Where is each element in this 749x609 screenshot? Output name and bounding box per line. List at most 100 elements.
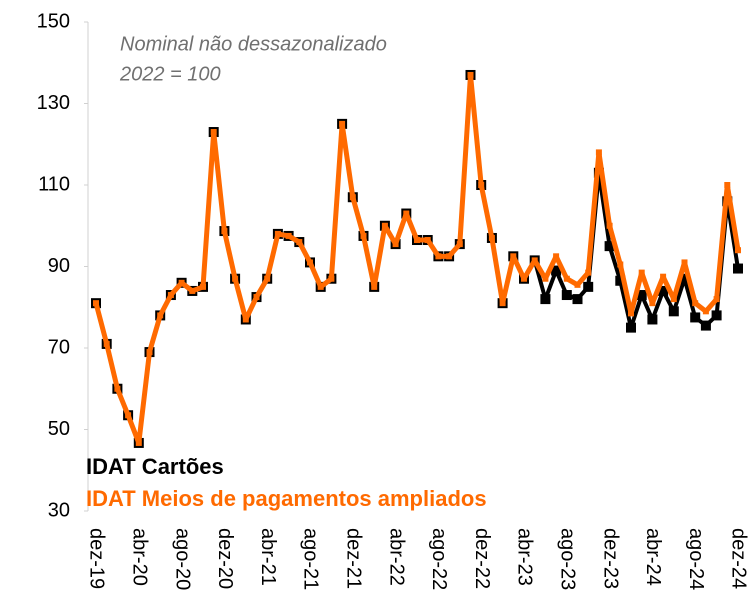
y-tick-label: 70: [48, 336, 70, 358]
point-marker: [274, 230, 281, 237]
point-marker: [189, 287, 196, 294]
point-marker: [668, 306, 679, 317]
point-marker: [146, 349, 153, 356]
point-marker: [210, 129, 217, 136]
point-marker: [435, 253, 442, 260]
legend-label: IDAT Cartões: [86, 454, 224, 479]
point-marker: [670, 296, 677, 303]
point-marker: [583, 281, 594, 292]
point-marker: [551, 265, 562, 276]
point-marker: [424, 237, 431, 244]
point-marker: [553, 253, 560, 260]
point-marker: [690, 312, 701, 323]
point-marker: [285, 232, 292, 239]
point-marker: [681, 259, 688, 266]
point-marker: [125, 412, 132, 419]
point-marker: [658, 285, 669, 296]
y-tick-label: 50: [48, 418, 70, 440]
x-tick-label: dez-20: [214, 528, 236, 589]
annotation: 2022 = 100: [119, 63, 221, 85]
point-marker: [349, 194, 356, 201]
x-tick-label: ago-21: [300, 528, 322, 590]
point-marker: [488, 234, 495, 241]
point-marker: [561, 290, 572, 301]
x-tick-label: abr-24: [642, 528, 664, 586]
y-tick-label: 130: [37, 92, 70, 114]
point-marker: [626, 322, 636, 333]
point-marker: [360, 232, 367, 239]
point-marker: [521, 275, 527, 282]
point-marker: [296, 239, 303, 246]
point-marker: [317, 283, 324, 290]
point-marker: [200, 283, 206, 290]
point-marker: [178, 279, 185, 286]
x-tick-label: dez-24: [728, 528, 749, 589]
x-tick-label: dez-23: [599, 528, 621, 589]
point-marker: [403, 210, 410, 217]
x-tick-label: ago-24: [685, 528, 707, 590]
y-tick-label: 150: [37, 10, 70, 32]
point-marker: [339, 120, 346, 127]
point-marker: [713, 296, 720, 303]
point-marker: [711, 310, 722, 321]
point-marker: [617, 261, 624, 268]
point-marker: [478, 182, 485, 188]
point-marker: [167, 292, 174, 299]
y-tick-label: 30: [48, 499, 70, 521]
x-tick-label: dez-22: [471, 528, 493, 589]
point-marker: [93, 300, 99, 307]
x-tick-label: abr-23: [514, 528, 536, 586]
x-tick-label: ago-22: [428, 528, 450, 590]
point-marker: [692, 300, 699, 307]
point-marker: [563, 275, 570, 282]
point-marker: [724, 182, 731, 188]
x-tick-label: abr-21: [257, 528, 279, 586]
series-line: [93, 72, 741, 446]
point-marker: [733, 263, 743, 274]
x-tick-label: ago-20: [171, 528, 193, 590]
point-marker: [510, 253, 517, 260]
x-tick-label: dez-21: [343, 528, 365, 589]
point-marker: [232, 275, 239, 282]
point-marker: [371, 283, 378, 290]
point-marker: [135, 439, 142, 446]
point-marker: [221, 228, 228, 235]
x-tick-label: ago-23: [557, 528, 579, 590]
point-marker: [660, 273, 667, 280]
annotation: Nominal não dessazonalizado: [120, 33, 387, 55]
point-marker: [735, 247, 741, 254]
y-tick-label: 90: [48, 255, 70, 277]
point-marker: [103, 340, 110, 347]
point-marker: [307, 259, 313, 266]
x-tick-label: abr-20: [129, 528, 151, 586]
point-marker: [114, 385, 121, 392]
point-marker: [647, 314, 658, 325]
x-tick-label: dez-19: [86, 528, 108, 589]
point-marker: [499, 300, 506, 307]
point-marker: [572, 294, 583, 305]
point-marker: [456, 241, 463, 248]
point-marker: [628, 310, 634, 317]
point-marker: [467, 71, 474, 78]
point-marker: [253, 294, 260, 301]
x-tick-label: abr-22: [385, 528, 407, 586]
point-marker: [679, 273, 690, 284]
point-marker: [264, 275, 271, 282]
point-marker: [540, 294, 551, 305]
point-marker: [585, 269, 592, 276]
point-marker: [414, 237, 420, 244]
point-marker: [649, 300, 656, 307]
point-marker: [615, 275, 626, 286]
point-marker: [328, 275, 335, 282]
point-marker: [574, 281, 581, 288]
point-marker: [531, 257, 538, 264]
legend-label: IDAT Meios de pagamentos ampliados: [86, 486, 487, 511]
point-marker: [702, 308, 709, 315]
y-tick-label: 110: [38, 173, 70, 195]
point-marker: [700, 320, 711, 331]
point-marker: [381, 222, 388, 229]
point-marker: [636, 290, 647, 301]
point-marker: [638, 269, 645, 276]
point-marker: [542, 275, 549, 282]
